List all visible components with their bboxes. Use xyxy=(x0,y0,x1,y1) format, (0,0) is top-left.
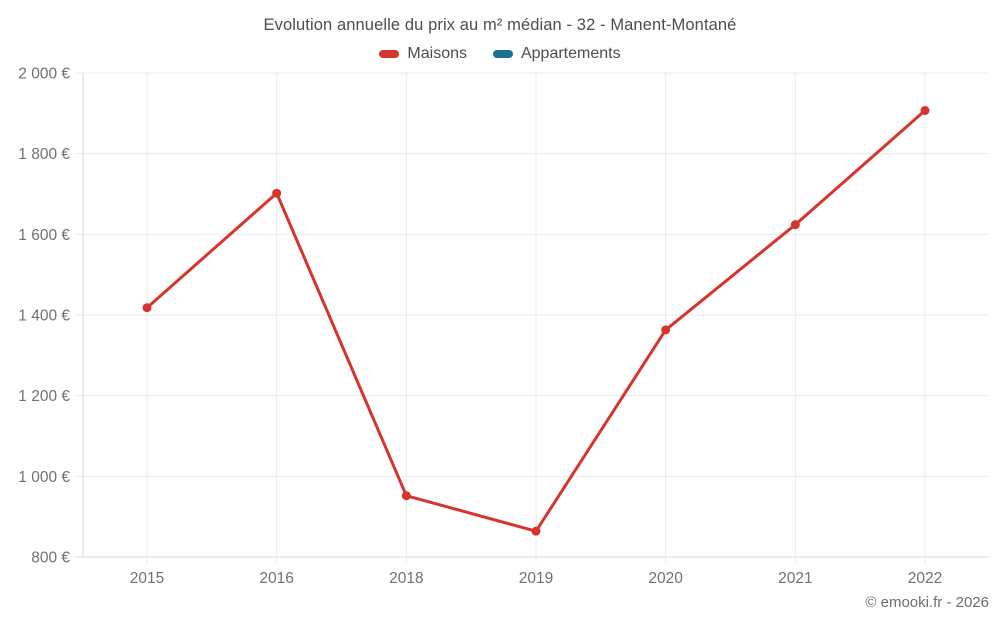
x-axis-tick-label-2021: 2021 xyxy=(778,570,812,587)
maisons-data-point-2018[interactable] xyxy=(401,491,411,501)
y-axis-tick-label-800: 800 € xyxy=(31,550,70,567)
chart-legend: Maisons Appartements xyxy=(0,45,1000,63)
maisons-data-point-2015[interactable] xyxy=(142,303,152,313)
legend-label-maisons: Maisons xyxy=(407,45,467,62)
legend-item-maisons[interactable]: Maisons xyxy=(379,45,467,63)
legend-item-appartements[interactable]: Appartements xyxy=(492,45,621,63)
y-axis-tick-label-1400: 1 400 € xyxy=(18,308,70,325)
x-axis-tick-label-2020: 2020 xyxy=(648,570,683,587)
maisons-data-point-2019[interactable] xyxy=(531,526,541,536)
y-axis-tick-label-1000: 1 000 € xyxy=(18,469,70,486)
maisons-data-point-2021[interactable] xyxy=(790,220,800,230)
legend-label-appartements: Appartements xyxy=(520,45,621,62)
x-axis-tick-label-2019: 2019 xyxy=(519,570,553,587)
maisons-legend-swatch-icon xyxy=(379,50,400,58)
y-axis-tick-label-1200: 1 200 € xyxy=(18,388,70,405)
maisons-data-point-2020[interactable] xyxy=(661,325,671,335)
y-axis-tick-label-1600: 1 600 € xyxy=(18,227,70,244)
y-axis-tick-label-1800: 1 800 € xyxy=(18,146,70,163)
copyright-text: © emooki.fr - 2026 xyxy=(865,594,989,611)
y-axis-tick-label-2000: 2 000 € xyxy=(18,66,70,83)
x-axis-tick-label-2022: 2022 xyxy=(908,570,942,587)
x-axis-tick-label-2018: 2018 xyxy=(389,570,423,587)
chart-title: Evolution annuelle du prix au m² médian … xyxy=(263,16,737,34)
appartements-legend-swatch-icon xyxy=(492,50,513,58)
maisons-data-point-2022[interactable] xyxy=(920,106,930,116)
maisons-data-point-2016[interactable] xyxy=(272,188,282,198)
x-axis-tick-label-2015: 2015 xyxy=(130,570,164,587)
x-axis-tick-label-2016: 2016 xyxy=(259,570,293,587)
